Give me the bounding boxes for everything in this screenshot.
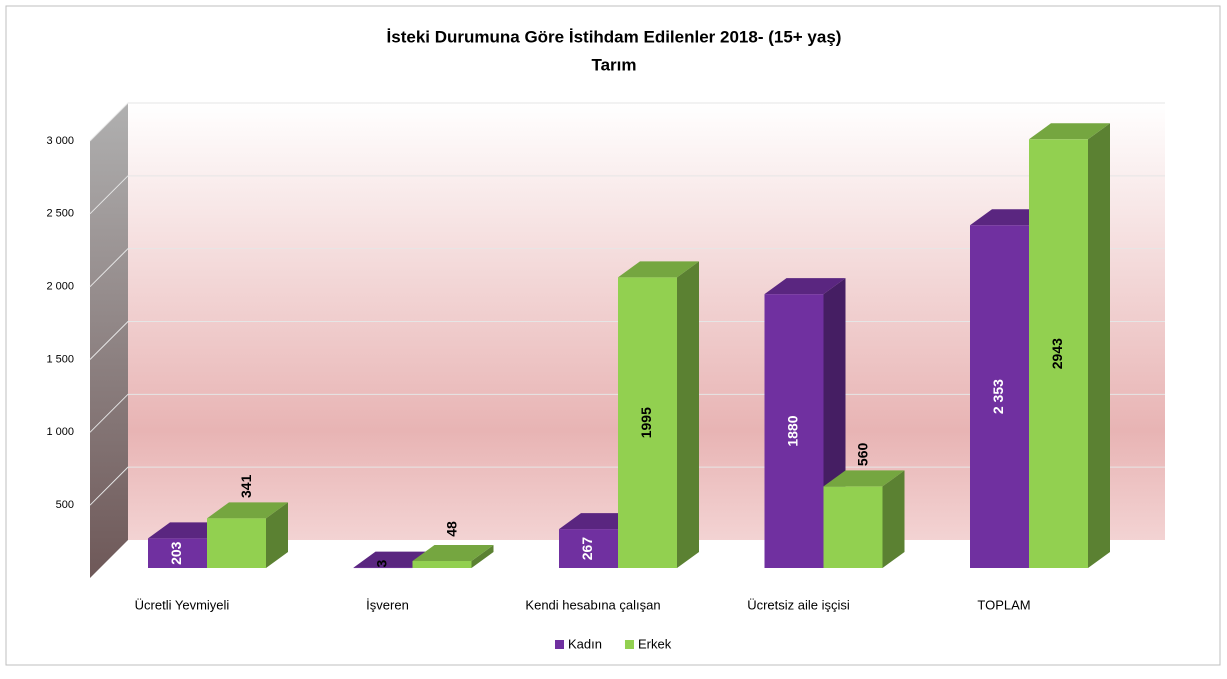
x-tick-label: Ücretli Yevmiyeli xyxy=(135,597,230,612)
bar-side xyxy=(266,502,288,568)
grid-line xyxy=(89,175,1165,215)
legend-label: Erkek xyxy=(638,636,672,651)
grid-line xyxy=(89,248,1165,288)
bar xyxy=(1029,123,1110,569)
bar-front xyxy=(823,486,883,568)
bar-side xyxy=(1088,123,1110,568)
bar-top xyxy=(764,278,846,295)
chart-subtitle: Tarım xyxy=(591,55,636,74)
bar xyxy=(618,261,699,568)
grid-line xyxy=(89,102,1165,142)
legend-label: Kadın xyxy=(568,636,602,651)
bar-side xyxy=(471,545,494,568)
bar-front xyxy=(764,294,824,568)
y-tick-label: 3 000 xyxy=(46,135,74,147)
data-label: 560 xyxy=(855,443,871,467)
data-label: 1880 xyxy=(785,415,801,446)
bar-top xyxy=(207,502,288,519)
legend-swatch xyxy=(624,640,634,649)
data-label: 1995 xyxy=(638,407,654,438)
data-label: 2 353 xyxy=(990,379,1006,414)
data-label: 48 xyxy=(444,521,460,537)
bar-front xyxy=(1029,139,1088,569)
data-label: 3 xyxy=(374,559,390,567)
bar-front xyxy=(559,529,618,568)
bar-front xyxy=(353,567,413,569)
bar xyxy=(207,502,288,568)
y-tick-label: 2 000 xyxy=(46,281,74,293)
chart-title: İsteki Durumuna Göre İstihdam Edilenler … xyxy=(387,27,842,46)
y-tick-label: 1 500 xyxy=(46,353,74,365)
bar xyxy=(823,470,905,568)
bar-front xyxy=(618,277,677,568)
bar-front xyxy=(970,225,1029,568)
bar-front xyxy=(412,561,472,568)
data-label: 267 xyxy=(579,537,595,561)
bar-side xyxy=(677,261,699,568)
bar-top xyxy=(412,545,494,562)
y-tick-label: 1 000 xyxy=(46,426,74,438)
bar-front xyxy=(207,518,266,568)
bar-top xyxy=(618,261,699,278)
bar-top xyxy=(1029,123,1110,140)
data-label: 341 xyxy=(238,474,254,498)
x-tick-label: Ücretsiz aile işçisi xyxy=(747,597,850,612)
x-tick-label: TOPLAM xyxy=(977,597,1030,612)
bar xyxy=(412,545,494,568)
y-tick-label: 500 xyxy=(56,499,74,511)
data-label: 2943 xyxy=(1049,338,1065,369)
bar-top xyxy=(823,470,905,487)
bar-front xyxy=(148,538,207,568)
y-tick-label: 2 500 xyxy=(46,208,74,220)
data-label: 203 xyxy=(168,541,184,565)
bar-side xyxy=(882,470,905,568)
legend-swatch xyxy=(555,640,564,649)
x-tick-label: İşveren xyxy=(366,597,409,612)
x-tick-label: Kendi hesabına çalışan xyxy=(525,597,660,612)
